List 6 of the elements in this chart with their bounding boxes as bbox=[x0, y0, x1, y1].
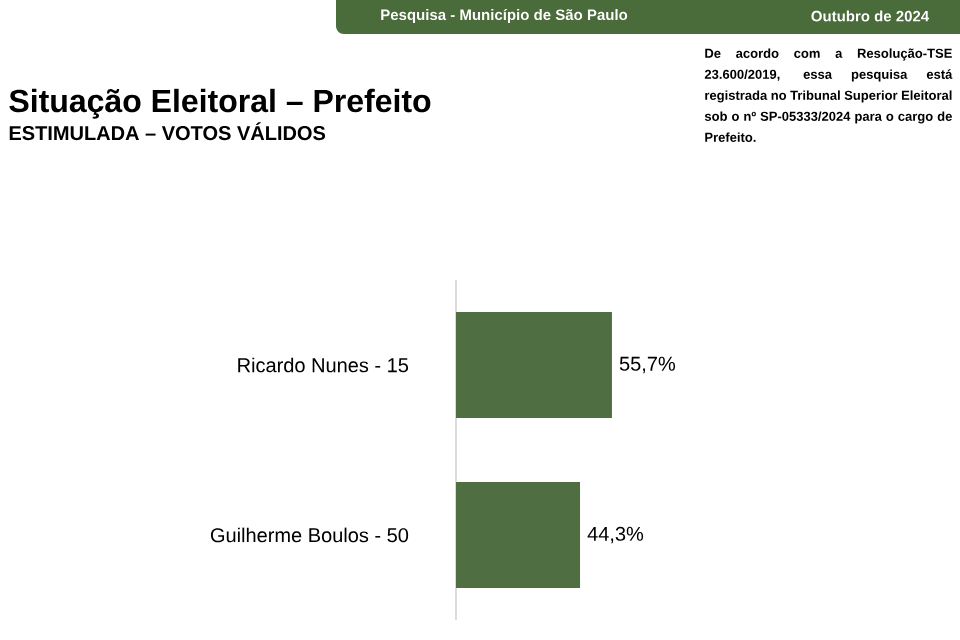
y-tick-label: Guilherme Boulos - 50 bbox=[210, 527, 409, 543]
data-label: 55,7% bbox=[619, 356, 676, 374]
chart-title: Situação Eleitoral – Prefeito bbox=[9, 88, 431, 119]
data-label: 44,3% bbox=[587, 526, 644, 544]
text: ESTIMULADA – VOTOS VÁLIDOS bbox=[9, 122, 326, 141]
y-tick-label: Ricardo Nunes - 15 bbox=[238, 357, 409, 373]
